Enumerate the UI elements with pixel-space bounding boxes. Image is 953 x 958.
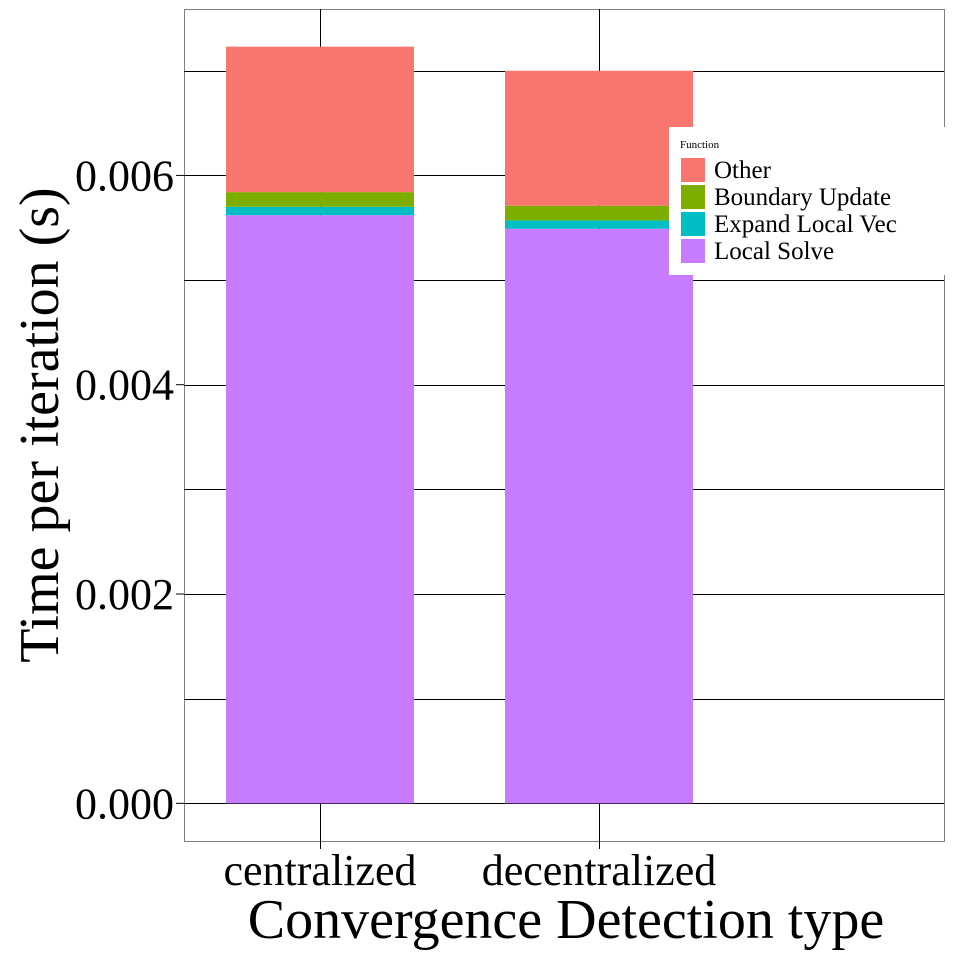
x-tick-label: centralized [224, 846, 417, 895]
bars [226, 46, 693, 804]
bar-segment-local-solve [505, 228, 693, 804]
bar-segment-other [505, 70, 693, 206]
y-tick-label: 0.002 [75, 570, 174, 619]
bar-segment-boundary-update [505, 205, 693, 221]
bar-segment-other [226, 46, 414, 193]
legend-label: Other [714, 157, 772, 184]
x-axis-ticks: centralized decentralized [224, 841, 717, 895]
y-axis-ticks: 0.000 0.002 0.004 0.006 [75, 151, 184, 828]
x-axis-title: Convergence Detection type [248, 889, 885, 951]
legend-key-local-solve [681, 239, 705, 263]
legend-title: Function [680, 139, 720, 151]
y-tick-label: 0.000 [75, 779, 174, 828]
y-tick-label: 0.006 [75, 151, 174, 200]
bar-segment-expand-local-vec [505, 220, 693, 229]
y-axis-title: Time per iteration (s) [9, 187, 71, 662]
legend-background [669, 127, 949, 275]
legend-label: Local Solve [714, 238, 834, 265]
bar-segment-boundary-update [226, 192, 414, 207]
legend-label: Boundary Update [714, 184, 891, 211]
bar-segment-expand-local-vec [226, 206, 414, 216]
legend-label: Expand Local Vec [714, 211, 897, 238]
x-tick-label: decentralized [482, 846, 717, 895]
legend-key-expand-local-vec [681, 212, 705, 236]
legend-key-boundary-update [681, 185, 705, 209]
y-tick-label: 0.004 [75, 361, 174, 410]
legend-key-other [681, 158, 705, 182]
bar-segment-local-solve [226, 215, 414, 804]
